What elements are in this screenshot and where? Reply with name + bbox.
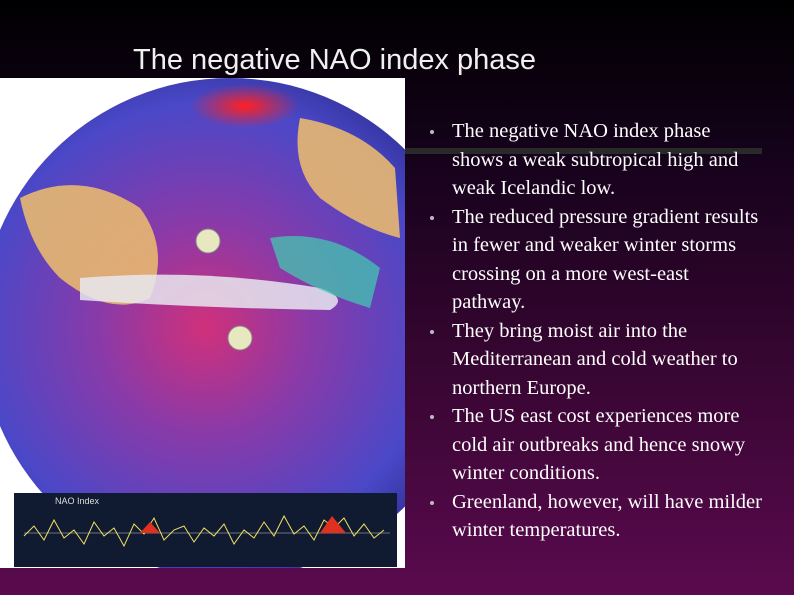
bullet-list: The negative NAO index phase shows a wea… (428, 117, 763, 545)
divider-bar (405, 148, 762, 154)
nao-figure: NAO Index (0, 78, 405, 568)
bullet: The reduced pressure gradient results in… (428, 203, 763, 317)
slide-title: The negative NAO index phase (133, 44, 537, 76)
figure-label: NAO Index (55, 496, 100, 506)
bullet: They bring moist air into the Mediterran… (428, 317, 763, 403)
bullet: The US east cost experiences more cold a… (428, 402, 763, 488)
bullet: Greenland, however, will have milder win… (428, 488, 763, 545)
bullet: The negative NAO index phase shows a wea… (428, 117, 763, 203)
